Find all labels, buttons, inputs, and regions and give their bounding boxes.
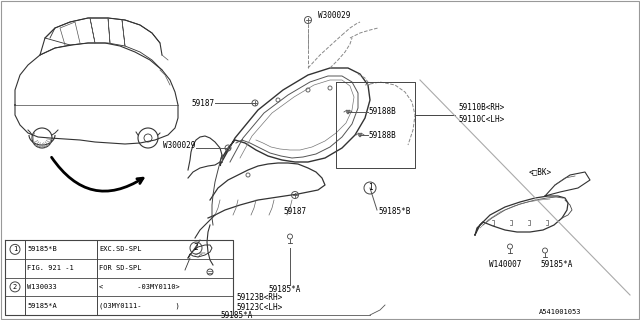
Text: 59188B: 59188B	[368, 108, 396, 116]
Text: (O3MY0111-        ): (O3MY0111- )	[99, 302, 180, 309]
Text: W130033: W130033	[27, 284, 57, 290]
Text: 1: 1	[368, 183, 372, 193]
Text: 2: 2	[194, 244, 198, 252]
Text: W300029: W300029	[318, 11, 350, 20]
Text: 59185*A: 59185*A	[540, 260, 572, 269]
Text: <        -03MY0110>: < -03MY0110>	[99, 284, 180, 290]
Text: 59123B<RH>: 59123B<RH>	[236, 293, 282, 302]
Text: 59185*A: 59185*A	[269, 285, 301, 294]
Text: 59187: 59187	[284, 207, 307, 216]
Text: 2: 2	[13, 284, 17, 290]
Text: 59188B: 59188B	[368, 131, 396, 140]
Text: 59187: 59187	[192, 99, 215, 108]
Circle shape	[346, 110, 349, 114]
Text: W140007: W140007	[489, 260, 521, 269]
Text: 59185*A: 59185*A	[27, 303, 57, 308]
Text: FIG. 921 -1: FIG. 921 -1	[27, 265, 74, 271]
Text: 59110C<LH>: 59110C<LH>	[458, 116, 504, 124]
Text: 59185*B: 59185*B	[27, 246, 57, 252]
Text: W300029: W300029	[163, 140, 195, 149]
Text: EXC.SD-SPL: EXC.SD-SPL	[99, 246, 141, 252]
Text: 59185*A: 59185*A	[220, 310, 252, 319]
Text: 59185*B: 59185*B	[378, 207, 410, 217]
Circle shape	[358, 133, 362, 137]
Text: A541001053: A541001053	[539, 309, 581, 315]
Text: FOR SD-SPL: FOR SD-SPL	[99, 265, 141, 271]
Text: 59110B<RH>: 59110B<RH>	[458, 103, 504, 113]
Text: 59123C<LH>: 59123C<LH>	[236, 303, 282, 313]
Text: <□BK>: <□BK>	[529, 167, 552, 177]
Text: 1: 1	[13, 246, 17, 252]
